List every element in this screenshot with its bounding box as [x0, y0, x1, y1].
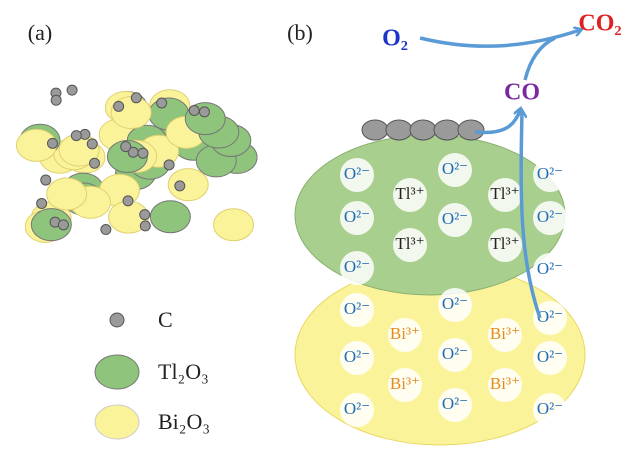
legend-swatch: [110, 313, 124, 327]
carbon-particle: [67, 85, 77, 95]
ion-label: O²⁻: [537, 207, 563, 226]
o2-label: O₂: [382, 26, 408, 52]
carbon-particle: [140, 210, 150, 220]
figure: (a) (b) C Tl₂O₃ Bi₂O₃ O²⁻ O²⁻ O²⁻ O²⁻ O²⁻ O²⁻…: [0, 0, 636, 453]
carbon-particle: [138, 148, 148, 158]
ion-label: Bi³⁺: [390, 374, 420, 393]
carbon-particle: [58, 220, 68, 230]
carbon-particle: [41, 175, 51, 185]
legend-label: Tl₂O₃: [158, 359, 209, 384]
carbon-particle: [189, 105, 199, 115]
ion-label: O²⁻: [344, 399, 370, 418]
ion-label: O²⁻: [344, 347, 370, 366]
ion-label: O²⁻: [537, 259, 563, 278]
ion-label: O²⁻: [344, 299, 370, 318]
ion-label: Tl³⁺: [395, 234, 424, 253]
carbon-particle: [386, 120, 412, 140]
carbon-particle: [51, 95, 61, 105]
carbon-particle: [199, 107, 209, 117]
carbon-particle: [47, 138, 57, 148]
ion-label: O²⁻: [537, 164, 563, 183]
ion-label: Bi³⁺: [490, 374, 520, 393]
bi2o3-particle: [214, 209, 254, 241]
ion-label: O²⁻: [344, 164, 370, 183]
tl2o3-particle: [150, 201, 190, 233]
ion-label: O²⁻: [344, 257, 370, 276]
bi2o3-particle: [47, 178, 87, 210]
bi2o3-particle: [168, 169, 208, 201]
carbon-particle: [157, 98, 167, 108]
ion-label: O²⁻: [537, 347, 563, 366]
legend-swatch: [95, 355, 139, 389]
carbon-particle: [121, 142, 131, 152]
carbon-particle: [101, 225, 111, 235]
ion-label: O²⁻: [442, 294, 468, 313]
legend-swatch: [95, 405, 139, 439]
carbon-particle: [175, 181, 185, 191]
co2-label: CO₂: [578, 11, 621, 37]
carbon-particle: [410, 120, 436, 140]
carbon-particle: [114, 101, 124, 111]
ion-label: O²⁻: [442, 209, 468, 228]
carbon-particle: [123, 196, 133, 206]
ion-label: O²⁻: [537, 399, 563, 418]
carbon-particle: [458, 120, 484, 140]
carbon-particle: [164, 160, 174, 170]
arrow: [420, 30, 580, 46]
ion-label: O²⁻: [442, 159, 468, 178]
carbon-particle: [90, 158, 100, 168]
tl2o3-grain: [295, 135, 565, 295]
carbon-layer: [362, 120, 484, 140]
ion-label: Tl³⁺: [490, 184, 519, 203]
ion-label: Bi³⁺: [490, 324, 520, 343]
ion-label: O²⁻: [442, 394, 468, 413]
ion-label: O²⁻: [344, 207, 370, 226]
carbon-particle: [37, 198, 47, 208]
carbon-particle: [362, 120, 388, 140]
co-label: CO: [504, 80, 540, 106]
ion-label: O²⁻: [442, 344, 468, 363]
particle-cluster: [16, 85, 257, 242]
ion-label: Tl³⁺: [490, 234, 519, 253]
ion-label: Tl³⁺: [395, 184, 424, 203]
panel-label: (b): [287, 20, 313, 45]
carbon-particle: [140, 221, 150, 231]
carbon-particle: [131, 93, 141, 103]
panel-label: (a): [28, 20, 52, 45]
carbon-particle: [87, 139, 97, 149]
legend-label: C: [158, 307, 173, 332]
carbon-particle: [434, 120, 460, 140]
legend-label: Bi₂O₃: [158, 409, 210, 434]
carbon-particle: [71, 131, 81, 141]
ion-label: Bi³⁺: [390, 324, 420, 343]
